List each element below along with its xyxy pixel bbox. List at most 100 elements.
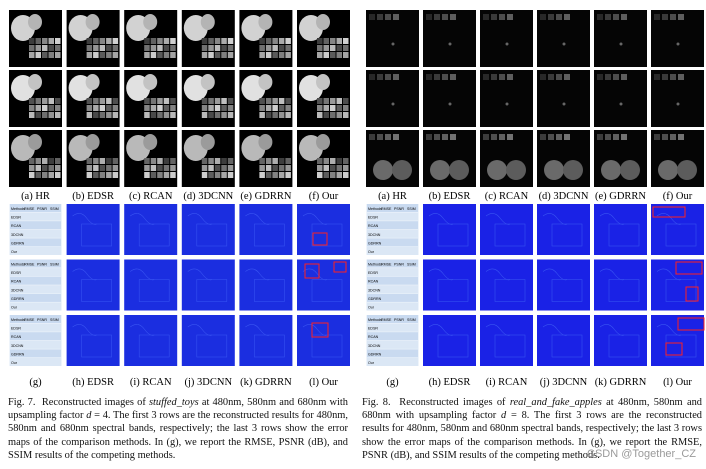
- image-patch: [93, 105, 99, 111]
- watermark: CSDN @Together_CZ: [587, 448, 696, 460]
- bottom-label: (g): [386, 377, 399, 388]
- image-patch: [221, 45, 227, 51]
- image-patch: [201, 105, 208, 111]
- image-patch: [426, 14, 432, 20]
- image-patch: [35, 112, 41, 118]
- image-patch: [317, 158, 323, 164]
- table-header: PSNR: [394, 207, 404, 211]
- table-header: Methods: [11, 207, 25, 211]
- error-detail: [656, 324, 682, 336]
- image-patch: [201, 98, 208, 104]
- top-label: (d) 3DCNN: [183, 191, 233, 202]
- image-patch: [170, 52, 176, 58]
- table-header: RMSE: [381, 263, 392, 267]
- image-patch: [35, 172, 41, 178]
- image-patch: [42, 165, 48, 171]
- image-object: [601, 160, 621, 180]
- bottom-label: (h) EDSR: [429, 377, 471, 388]
- image-patch: [29, 45, 35, 51]
- image-patch: [259, 98, 265, 104]
- image-patch: [662, 134, 668, 140]
- table-row: [367, 302, 418, 311]
- top-label: (e) GDRRN: [240, 191, 291, 202]
- image-patch: [55, 45, 61, 51]
- image-patch: [163, 158, 170, 164]
- image-patch: [336, 45, 342, 51]
- image-object: [562, 102, 566, 106]
- image-patch: [564, 14, 570, 20]
- image-object: [544, 160, 564, 180]
- image-patch: [259, 105, 265, 111]
- error-detail: [428, 213, 454, 225]
- image-patch: [259, 52, 265, 58]
- image-patch: [442, 74, 448, 80]
- error-map: [66, 315, 120, 366]
- error-detail: [485, 324, 511, 336]
- top-label: (f) Our: [663, 191, 693, 202]
- image-patch: [323, 158, 329, 164]
- table-header: SSIM: [50, 318, 59, 322]
- error-detail: [302, 213, 328, 225]
- error-map: [480, 259, 533, 311]
- caption: Fig. 8. Reconstructed images of real_and…: [362, 396, 702, 462]
- error-map: [181, 315, 235, 366]
- table-row: [367, 349, 418, 358]
- highlight-box: [333, 261, 347, 273]
- image-patch: [393, 14, 399, 20]
- image-patch: [272, 45, 278, 51]
- error-map: [594, 259, 647, 311]
- image-patch: [265, 52, 272, 58]
- bottom-label: (k) GDRRN: [240, 377, 292, 388]
- image-patch: [150, 165, 157, 171]
- error-map: [537, 315, 590, 366]
- image-patch: [35, 45, 41, 51]
- image-patch: [144, 98, 150, 104]
- image-patch: [259, 165, 265, 171]
- image-patch: [285, 172, 291, 178]
- image-patch: [343, 172, 349, 178]
- image-patch: [157, 98, 163, 104]
- table-row: [10, 221, 61, 230]
- image-patch: [323, 172, 329, 178]
- image-patch: [163, 45, 170, 51]
- table-method: 3DCNN: [368, 288, 381, 292]
- image-patch: [163, 98, 170, 104]
- table-bg: [366, 259, 419, 311]
- image-patch: [112, 158, 119, 164]
- image-patch: [597, 134, 603, 140]
- image-patch: [285, 158, 291, 164]
- table-bg: [366, 315, 419, 366]
- image-patch: [150, 105, 157, 111]
- table-bg: [9, 259, 62, 311]
- image-patch: [93, 52, 99, 58]
- image-patch: [208, 52, 214, 58]
- image-object: [505, 102, 509, 106]
- image-object: [449, 160, 469, 180]
- image-patch: [605, 14, 611, 20]
- image-patch: [150, 52, 157, 58]
- image-patch: [99, 112, 106, 118]
- table-method: EDSR: [368, 271, 378, 275]
- image-patch: [163, 52, 170, 58]
- image-patch: [278, 52, 285, 58]
- image-patch: [285, 38, 291, 44]
- top-label: (d) 3DCNN: [539, 191, 589, 202]
- bottom-label: (j) 3DCNN: [185, 377, 233, 388]
- image-patch: [214, 45, 221, 51]
- image-patch: [144, 158, 150, 164]
- table-header: Methods: [11, 263, 25, 267]
- table-row: [10, 293, 61, 302]
- error-detail: [187, 268, 212, 281]
- table-method: GDRRN: [368, 241, 382, 245]
- image-patch: [86, 172, 93, 178]
- error-map: [594, 204, 647, 255]
- image-patch: [106, 38, 112, 44]
- table-method: EDSR: [368, 327, 378, 331]
- top-label: (f) Our: [309, 191, 339, 202]
- image-patch: [93, 165, 99, 171]
- table-method: GDRRN: [368, 297, 382, 301]
- table-method: Our: [11, 306, 18, 310]
- error-detail: [302, 268, 328, 281]
- highlight-box: [304, 263, 320, 279]
- table-method: Our: [11, 250, 18, 254]
